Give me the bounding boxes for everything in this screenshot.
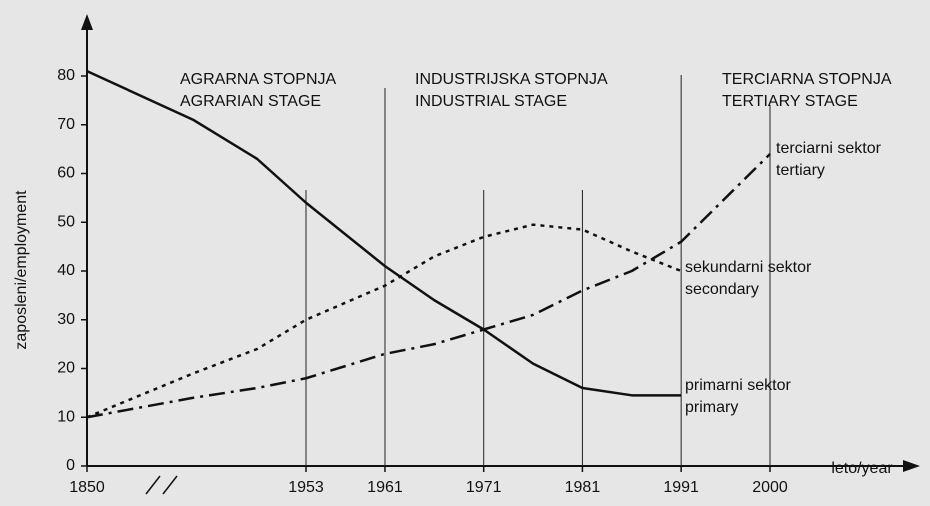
series-label: primarni sektor: [685, 377, 791, 394]
y-tick-label: 80: [57, 67, 75, 84]
x-tick-label: 1981: [565, 479, 601, 496]
y-axis-label: zaposleni/employment: [13, 190, 30, 350]
y-tick-label: 30: [57, 311, 75, 328]
axis-break: [162, 475, 178, 495]
series-label: terciarni sektor: [776, 140, 882, 157]
series-line: [86, 153, 771, 419]
stage-label-en: TERTIARY STAGE: [722, 93, 858, 110]
y-tick-label: 40: [57, 262, 75, 279]
series-label: sekundarni sektor: [685, 259, 812, 276]
x-tick-label: 1991: [663, 479, 699, 496]
series-line: [86, 69, 682, 397]
series-label-en: tertiary: [776, 162, 825, 179]
stage-label-en: AGRARIAN STAGE: [180, 93, 321, 110]
stage-label: INDUSTRIJSKA STOPNJA: [415, 71, 608, 88]
y-tick-label: 50: [57, 213, 75, 230]
y-tick-label: 10: [57, 408, 75, 425]
y-arrow: [81, 14, 93, 30]
y-tick-label: 20: [57, 360, 75, 377]
axis-break: [145, 475, 161, 495]
y-tick-label: 0: [66, 457, 75, 474]
x-tick-label: 1953: [288, 479, 324, 496]
y-tick-label: 60: [57, 165, 75, 182]
stage-label-en: INDUSTRIAL STAGE: [415, 93, 567, 110]
x-arrow: [903, 460, 920, 472]
x-tick-label: 2000: [752, 479, 788, 496]
x-tick-label: 1971: [466, 479, 502, 496]
series-label-en: primary: [685, 399, 738, 416]
stage-label: TERCIARNA STOPNJA: [722, 71, 892, 88]
x-tick-label: 1961: [367, 479, 403, 496]
series-label-en: secondary: [685, 281, 759, 298]
y-tick-label: 70: [57, 116, 75, 133]
stage-label: AGRARNA STOPNJA: [180, 71, 337, 88]
x-tick-label: 1850: [69, 479, 105, 496]
x-axis-label: leto/year: [831, 460, 893, 477]
